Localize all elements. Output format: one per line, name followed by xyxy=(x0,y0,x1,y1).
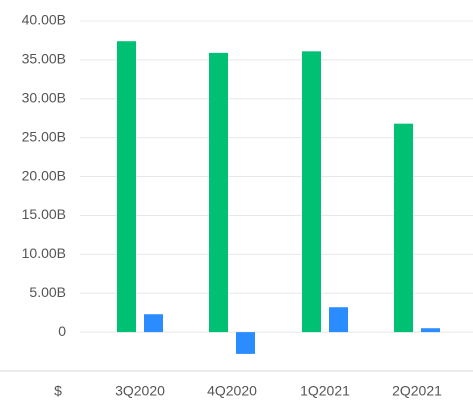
x-tick-label: 1Q2021 xyxy=(300,383,350,399)
x-tick-label: 3Q2020 xyxy=(115,383,165,399)
x-axis-label: $ xyxy=(54,383,62,399)
y-tick-label: 35.00B xyxy=(22,51,66,67)
bar xyxy=(421,328,440,333)
y-tick-label: 25.00B xyxy=(22,128,66,144)
bar xyxy=(329,307,348,333)
bar xyxy=(236,332,255,354)
bar xyxy=(394,123,413,333)
bar xyxy=(117,41,136,333)
bar xyxy=(209,52,228,333)
bar xyxy=(302,51,321,333)
y-tick-label: 10.00B xyxy=(22,245,66,261)
y-tick-label: 5.00B xyxy=(29,284,66,300)
x-tick-label: 2Q2021 xyxy=(392,383,442,399)
y-tick-label: 15.00B xyxy=(22,206,66,222)
y-tick-label: 20.00B xyxy=(22,167,66,183)
y-tick-label: 40.00B xyxy=(22,12,66,28)
bar xyxy=(144,314,163,333)
x-tick-label: 4Q2020 xyxy=(207,383,257,399)
y-tick-label: 0 xyxy=(58,323,66,339)
y-tick-label: 30.00B xyxy=(22,89,66,105)
